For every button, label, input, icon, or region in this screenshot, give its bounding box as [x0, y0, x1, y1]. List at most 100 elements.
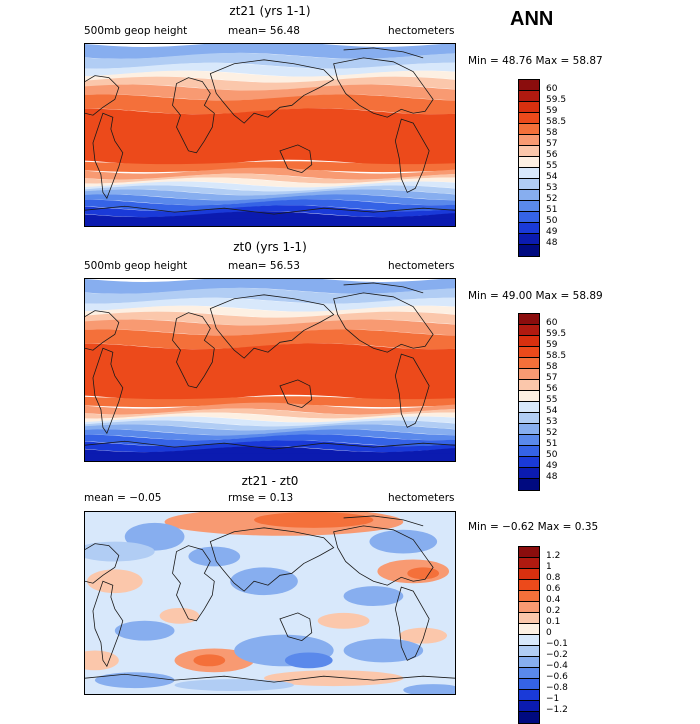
colorbar-label: 55 [546, 395, 558, 405]
colorbar-swatch [519, 157, 539, 168]
colorbar-label: 58.5 [546, 117, 567, 127]
colorbar-swatch [519, 413, 539, 424]
panel-2-minmax: Min = 49.00 Max = 58.89 [468, 290, 603, 302]
panel-3-map [84, 511, 456, 695]
panel-2-contour-map [85, 279, 455, 461]
colorbar-label: 54 [546, 172, 558, 182]
colorbar-swatch [519, 212, 539, 223]
colorbar-swatch [519, 657, 539, 668]
colorbar-swatch [519, 336, 539, 347]
colorbar-label: 0.8 [546, 573, 561, 583]
panel-3-units-label: hectometers [388, 492, 455, 504]
panel-1-title: zt21 (yrs 1-1) [229, 4, 311, 18]
colorbar-label: 57 [546, 373, 558, 383]
panel-2-title: zt0 (yrs 1-1) [233, 240, 307, 254]
panel-1-contour-map [85, 44, 455, 226]
colorbar-swatch [519, 402, 539, 413]
panel-2-units-label: hectometers [388, 260, 455, 272]
panel-1-minmax: Min = 48.76 Max = 58.87 [468, 55, 603, 67]
colorbar-swatch [519, 358, 539, 369]
panel-2-mean-label: mean= 56.53 [228, 260, 300, 272]
colorbar-label: 53 [546, 417, 558, 427]
colorbar-label: 60 [546, 84, 558, 94]
colorbar-swatch [519, 223, 539, 234]
panel-1-colorbar [518, 79, 540, 257]
colorbar-label: 55 [546, 161, 558, 171]
colorbar-swatch [519, 146, 539, 157]
colorbar-label: 57 [546, 139, 558, 149]
colorbar-swatch [519, 314, 539, 325]
colorbar-label: 51 [546, 439, 558, 449]
colorbar-swatch [519, 602, 539, 613]
colorbar-swatch [519, 712, 539, 723]
colorbar-label: 0.1 [546, 617, 561, 627]
colorbar-label: 58 [546, 362, 558, 372]
colorbar-swatch [519, 91, 539, 102]
colorbar-label: −1.2 [546, 705, 568, 715]
panel-2-map [84, 278, 456, 462]
colorbar-label: 58 [546, 128, 558, 138]
colorbar-label: 59 [546, 340, 558, 350]
colorbar-swatch [519, 113, 539, 124]
panel-1-variable-label: 500mb geop height [84, 25, 188, 37]
colorbar-label: −1 [546, 694, 560, 704]
colorbar-label: 50 [546, 216, 558, 226]
panel-3-rmse-label: rmse = 0.13 [228, 492, 294, 504]
panel-1-map [84, 43, 456, 227]
panel-3-contour-map [85, 512, 455, 694]
colorbar-swatch [519, 701, 539, 712]
colorbar-label: 51 [546, 205, 558, 215]
colorbar-label: 0 [546, 628, 552, 638]
colorbar-swatch [519, 446, 539, 457]
colorbar-label: 48 [546, 472, 558, 482]
colorbar-swatch [519, 245, 539, 256]
colorbar-label: −0.6 [546, 672, 568, 682]
panel-3-title: zt21 - zt0 [241, 474, 299, 488]
colorbar-swatch [519, 435, 539, 446]
colorbar-label: −0.8 [546, 683, 568, 693]
colorbar-swatch [519, 102, 539, 113]
panel-1-mean-label: mean= 56.48 [228, 25, 300, 37]
panel-3-colorbar [518, 546, 540, 724]
panel-1-units-label: hectometers [388, 25, 455, 37]
colorbar-label: 0.2 [546, 606, 561, 616]
colorbar-swatch [519, 613, 539, 624]
colorbar-swatch [519, 690, 539, 701]
colorbar-swatch [519, 569, 539, 580]
colorbar-swatch [519, 369, 539, 380]
colorbar-label: 52 [546, 194, 558, 204]
colorbar-label: 59.5 [546, 329, 567, 339]
panel-3-mean-label: mean = −0.05 [84, 492, 162, 504]
colorbar-swatch [519, 646, 539, 657]
colorbar-label: 0.6 [546, 584, 561, 594]
panel-2-colorbar [518, 313, 540, 491]
colorbar-swatch [519, 190, 539, 201]
colorbar-swatch [519, 558, 539, 569]
colorbar-label: 56 [546, 150, 558, 160]
colorbar-swatch [519, 635, 539, 646]
season-label: ANN [510, 8, 554, 30]
colorbar-swatch [519, 679, 539, 690]
colorbar-swatch [519, 479, 539, 490]
colorbar-swatch [519, 124, 539, 135]
colorbar-label: 0.4 [546, 595, 561, 605]
colorbar-label: 59 [546, 106, 558, 116]
colorbar-swatch [519, 580, 539, 591]
colorbar-swatch [519, 668, 539, 679]
colorbar-swatch [519, 135, 539, 146]
colorbar-swatch [519, 80, 539, 91]
colorbar-label: 1 [546, 562, 552, 572]
colorbar-swatch [519, 168, 539, 179]
colorbar-label: 56 [546, 384, 558, 394]
colorbar-swatch [519, 325, 539, 336]
colorbar-label: 59.5 [546, 95, 567, 105]
colorbar-label: 50 [546, 450, 558, 460]
colorbar-swatch [519, 380, 539, 391]
colorbar-swatch [519, 179, 539, 190]
colorbar-swatch [519, 547, 539, 558]
colorbar-label: 49 [546, 461, 558, 471]
colorbar-swatch [519, 457, 539, 468]
colorbar-swatch [519, 234, 539, 245]
colorbar-swatch [519, 201, 539, 212]
colorbar-label: 49 [546, 227, 558, 237]
